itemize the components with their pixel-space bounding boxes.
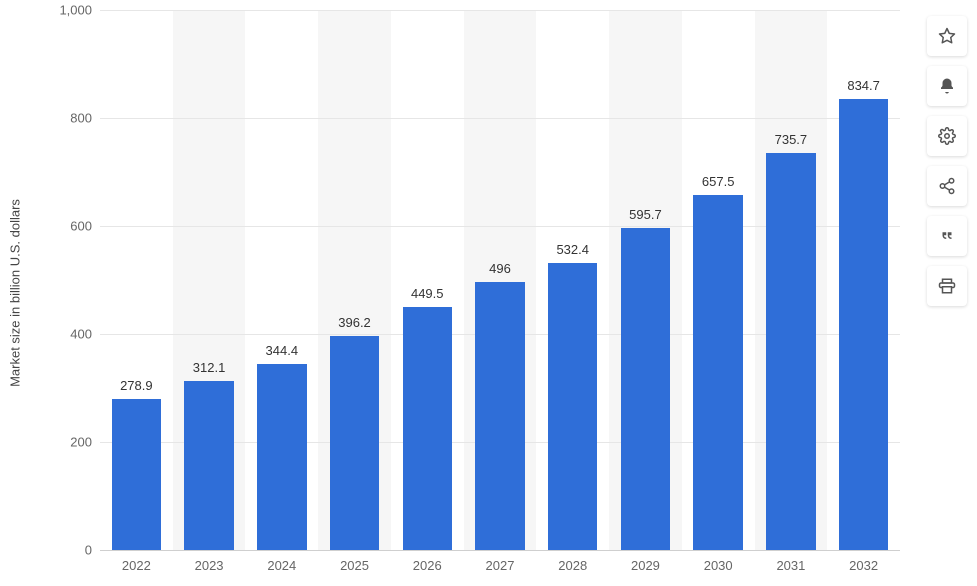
bar-value-label: 344.4	[266, 343, 299, 358]
bar-value-label: 834.7	[847, 78, 880, 93]
x-tick-label: 2024	[267, 558, 296, 573]
bar-value-label: 657.5	[702, 174, 735, 189]
bar[interactable]: 344.4	[257, 364, 306, 550]
x-tick-label: 2026	[413, 558, 442, 573]
x-tick-label: 2029	[631, 558, 660, 573]
x-tick-label: 2032	[849, 558, 878, 573]
bar[interactable]: 532.4	[548, 263, 597, 550]
notifications-button[interactable]	[927, 66, 967, 106]
bell-icon	[938, 77, 956, 95]
y-tick-label: 0	[85, 543, 92, 558]
y-tick-label: 200	[70, 435, 92, 450]
share-button[interactable]	[927, 166, 967, 206]
y-tick-label: 1,000	[59, 3, 92, 18]
x-tick-label: 2031	[776, 558, 805, 573]
bar-value-label: 496	[489, 261, 511, 276]
bar[interactable]: 449.5	[403, 307, 452, 550]
gridline	[100, 118, 900, 119]
y-tick-label: 400	[70, 327, 92, 342]
x-tick-label: 2028	[558, 558, 587, 573]
bar-value-label: 449.5	[411, 286, 444, 301]
x-tick-label: 2022	[122, 558, 151, 573]
cite-button[interactable]	[927, 216, 967, 256]
bar-value-label: 312.1	[193, 360, 226, 375]
print-icon	[938, 277, 956, 295]
bar[interactable]: 834.7	[839, 99, 888, 550]
bar[interactable]: 396.2	[330, 336, 379, 550]
bar-value-label: 735.7	[775, 132, 808, 147]
bar-value-label: 396.2	[338, 315, 371, 330]
chart-container: Market size in billion U.S. dollars 278.…	[0, 0, 920, 586]
star-icon	[938, 27, 956, 45]
settings-button[interactable]	[927, 116, 967, 156]
gridline	[100, 10, 900, 11]
share-icon	[938, 177, 956, 195]
y-tick-label: 600	[70, 219, 92, 234]
chart-toolbar	[927, 16, 967, 306]
y-axis-title: Market size in billion U.S. dollars	[8, 199, 23, 387]
bar[interactable]: 312.1	[184, 381, 233, 550]
x-tick-label: 2027	[486, 558, 515, 573]
x-tick-label: 2025	[340, 558, 369, 573]
gear-icon	[938, 127, 956, 145]
bar-value-label: 278.9	[120, 378, 153, 393]
bar-value-label: 595.7	[629, 207, 662, 222]
bar[interactable]: 496	[475, 282, 524, 550]
x-tick-label: 2030	[704, 558, 733, 573]
y-tick-label: 800	[70, 111, 92, 126]
favorite-button[interactable]	[927, 16, 967, 56]
quote-icon	[938, 227, 956, 245]
bar[interactable]: 735.7	[766, 153, 815, 550]
plot-area: 278.9 312.1 344.4 396.2 449.5 496 532.4 595.7 65…	[100, 10, 900, 550]
x-axis-baseline	[100, 550, 900, 551]
x-tick-label: 2023	[195, 558, 224, 573]
bar-value-label: 532.4	[556, 242, 589, 257]
bar[interactable]: 657.5	[693, 195, 742, 550]
bar[interactable]: 278.9	[112, 399, 161, 550]
print-button[interactable]	[927, 266, 967, 306]
bar[interactable]: 595.7	[621, 228, 670, 550]
